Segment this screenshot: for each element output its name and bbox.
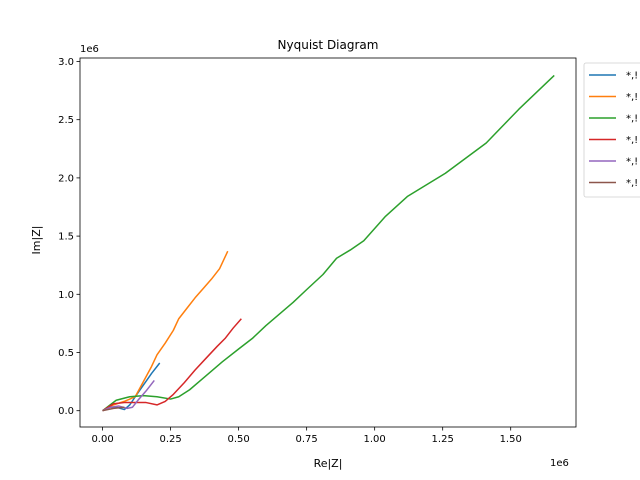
x-tick-label: 0.50 — [227, 434, 249, 445]
series-line-2 — [102, 250, 229, 412]
series-line-5 — [102, 379, 155, 412]
y-tick-label: 2.0 — [58, 173, 74, 184]
chart-title: Nyquist Diagram — [278, 38, 379, 52]
legend-label: *,! — [626, 135, 638, 146]
series-line-4 — [102, 318, 242, 412]
legend-label: *,! — [626, 92, 638, 103]
legend-label: *,! — [626, 71, 638, 82]
legend-box — [583, 62, 640, 198]
x-tick-label: 1.00 — [364, 434, 386, 445]
y-tick-label: 1.5 — [58, 232, 74, 243]
plot-frame — [79, 57, 577, 428]
x-tick-label: 1.25 — [432, 434, 454, 445]
y-tick-label: 3.0 — [58, 57, 74, 68]
x-tick-label: 0.00 — [91, 434, 113, 445]
legend: *,! *,! *,! *,! *,! *,! — [583, 62, 640, 198]
series-line-6 — [102, 406, 125, 412]
y-tick-label: 0.5 — [58, 348, 74, 359]
legend-label: *,! — [626, 178, 638, 189]
y-axis-label: Im|Z| — [30, 226, 43, 255]
x-tick-label: 1.50 — [500, 434, 522, 445]
x-offset-label: 1e6 — [550, 458, 569, 469]
legend-label: *,! — [626, 157, 638, 168]
y-offset-label: 1e6 — [80, 44, 99, 55]
x-tick-label: 0.75 — [296, 434, 318, 445]
legend-label: *,! — [626, 114, 638, 125]
y-tick-label: 0.0 — [58, 406, 74, 417]
x-tick-label: 0.25 — [159, 434, 181, 445]
series-line-3 — [102, 74, 555, 412]
x-axis-label: Re|Z| — [314, 457, 343, 470]
y-tick-label: 2.5 — [58, 115, 74, 126]
plot-marks: 0.00 0.25 0.50 0.75 1.00 1.25 1.50 0.0 0.5 1.0 1.5… — [58, 57, 577, 445]
y-tick-label: 1.0 — [58, 290, 74, 301]
